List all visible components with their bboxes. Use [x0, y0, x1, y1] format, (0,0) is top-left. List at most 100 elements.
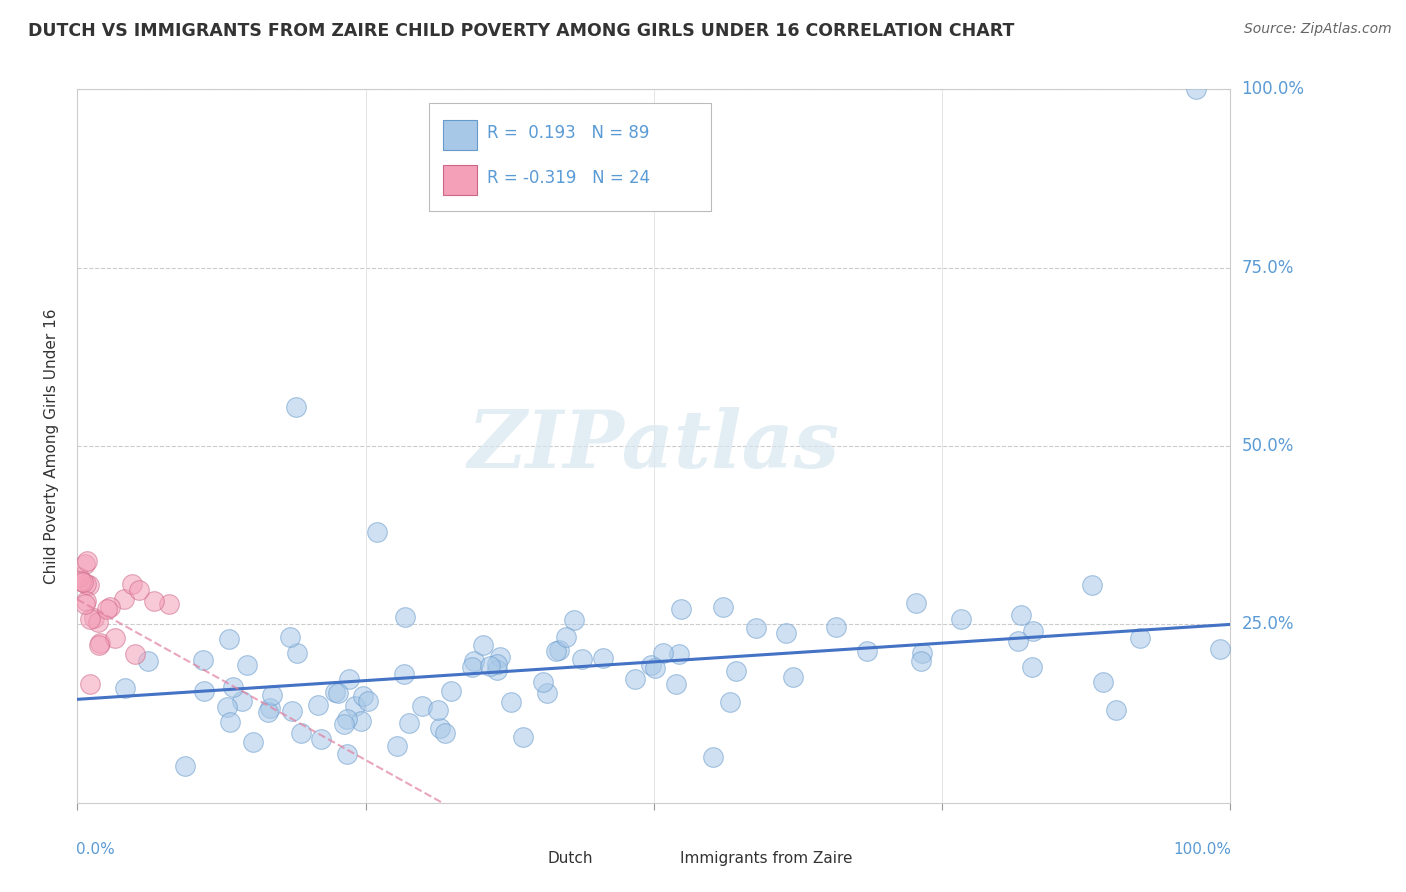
Text: 25.0%: 25.0%	[1241, 615, 1294, 633]
Point	[366, 524, 388, 539]
Point	[79, 612, 101, 626]
Point	[856, 644, 879, 658]
Point	[392, 667, 415, 681]
Point	[644, 660, 666, 674]
Point	[440, 683, 463, 698]
Point	[544, 644, 567, 658]
Point	[669, 602, 692, 616]
Point	[651, 646, 673, 660]
Point	[512, 730, 534, 744]
Point	[77, 578, 100, 592]
Point	[720, 695, 742, 709]
Text: DUTCH VS IMMIGRANTS FROM ZAIRE CHILD POVERTY AMONG GIRLS UNDER 16 CORRELATION CH: DUTCH VS IMMIGRANTS FROM ZAIRE CHILD POV…	[28, 22, 1015, 40]
Point	[70, 574, 93, 589]
Point	[323, 685, 346, 699]
Point	[1081, 578, 1104, 592]
Point	[259, 700, 281, 714]
Point	[79, 676, 101, 690]
Point	[67, 570, 90, 584]
Point	[280, 704, 302, 718]
Point	[343, 698, 366, 713]
Point	[1105, 702, 1128, 716]
Point	[711, 600, 734, 615]
Point	[218, 632, 240, 647]
Point	[640, 657, 662, 672]
Point	[1010, 608, 1032, 623]
Point	[460, 660, 482, 674]
Point	[489, 650, 512, 665]
Point	[75, 577, 97, 591]
Point	[222, 680, 245, 694]
Point	[142, 593, 165, 607]
Point	[536, 686, 558, 700]
Point	[744, 621, 766, 635]
Point	[668, 648, 690, 662]
Point	[217, 700, 239, 714]
Text: R =  0.193   N = 89: R = 0.193 N = 89	[486, 125, 650, 143]
Point	[702, 750, 724, 764]
Point	[1007, 634, 1029, 648]
Text: 75.0%: 75.0%	[1241, 259, 1294, 277]
Point	[398, 716, 420, 731]
Point	[349, 714, 371, 729]
Text: 100.0%: 100.0%	[1174, 842, 1232, 857]
Point	[427, 704, 450, 718]
Point	[87, 615, 110, 629]
Point	[96, 602, 118, 616]
Point	[307, 698, 329, 712]
Point	[89, 635, 111, 649]
Point	[112, 592, 135, 607]
Point	[339, 672, 361, 686]
Text: R = -0.319   N = 24: R = -0.319 N = 24	[486, 169, 650, 187]
Point	[193, 684, 215, 698]
Point	[136, 654, 159, 668]
Point	[191, 653, 214, 667]
Text: 100.0%: 100.0%	[1241, 80, 1305, 98]
Point	[394, 609, 416, 624]
Point	[478, 658, 501, 673]
Point	[592, 651, 614, 665]
Point	[472, 638, 495, 652]
Point	[1092, 675, 1115, 690]
Point	[100, 600, 122, 615]
Point	[1021, 660, 1043, 674]
Point	[910, 654, 932, 668]
Point	[1022, 624, 1045, 638]
Point	[950, 612, 973, 626]
Point	[309, 731, 332, 746]
FancyBboxPatch shape	[516, 847, 541, 869]
Point	[124, 647, 146, 661]
Point	[411, 698, 433, 713]
Point	[385, 739, 408, 753]
Point	[173, 759, 195, 773]
Point	[103, 631, 125, 645]
Point	[75, 597, 97, 611]
Point	[114, 681, 136, 695]
Point	[501, 695, 523, 709]
Point	[1129, 632, 1152, 646]
Point	[157, 597, 180, 611]
FancyBboxPatch shape	[443, 165, 478, 194]
Point	[352, 689, 374, 703]
Point	[724, 664, 747, 678]
Point	[260, 688, 283, 702]
Point	[128, 582, 150, 597]
Point	[336, 747, 359, 762]
Text: 0.0%: 0.0%	[76, 842, 115, 857]
Point	[548, 643, 571, 657]
Point	[73, 558, 96, 572]
Point	[562, 613, 585, 627]
Point	[624, 672, 647, 686]
Point	[285, 400, 308, 414]
Text: ZIPatlas: ZIPatlas	[468, 408, 839, 484]
Point	[910, 646, 932, 660]
Point	[236, 658, 259, 673]
Point	[76, 554, 98, 568]
Point	[665, 677, 688, 691]
Point	[257, 706, 280, 720]
Point	[285, 646, 308, 660]
Point	[531, 674, 554, 689]
Point	[121, 577, 143, 591]
Text: 50.0%: 50.0%	[1241, 437, 1294, 455]
Point	[333, 717, 356, 731]
